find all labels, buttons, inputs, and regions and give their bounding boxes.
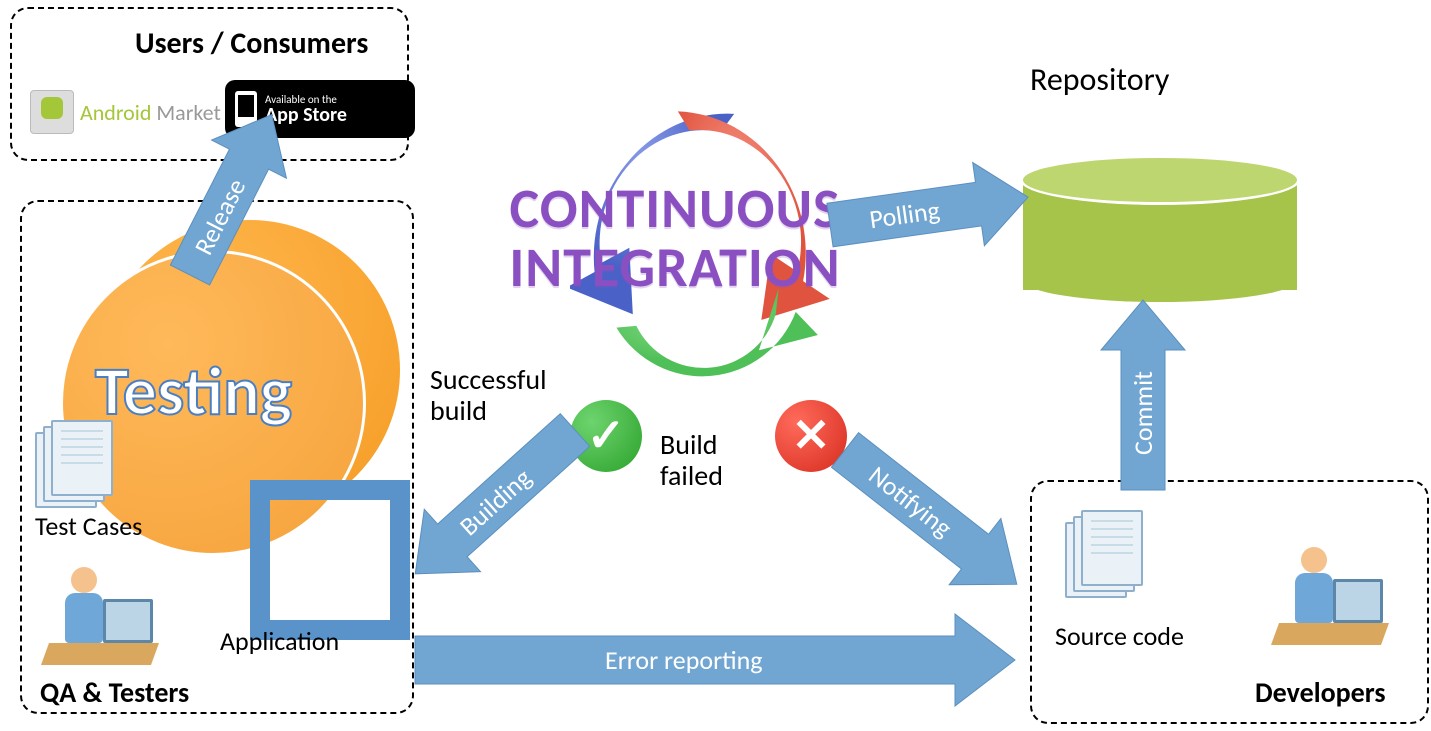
svg-text:Commit: Commit (1127, 371, 1159, 455)
users-title: Users / Consumers (135, 25, 368, 62)
source-code-docs-icon (1065, 510, 1135, 590)
market-word: Market (156, 99, 221, 126)
android-market-badge: Android Market (30, 90, 221, 134)
android-market-text: Android Market (80, 99, 221, 126)
appstore-big: App Store (265, 105, 347, 125)
application-icon (250, 480, 410, 640)
diagram-stage: CONTINUOUS INTEGRATION Users / Consumers… (0, 0, 1431, 731)
developer-person-icon (1275, 535, 1385, 645)
arrow-commit: Commit (1101, 300, 1185, 490)
svg-text:Notifying: Notifying (863, 459, 959, 544)
ci-title-line2: INTEGRATION (509, 234, 840, 302)
test-cases-label: Test Cases (35, 510, 142, 542)
arrow-error-reporting: Error reporting (415, 614, 1015, 706)
developers-title: Developers (1255, 675, 1386, 710)
qa-person-icon (45, 555, 155, 665)
fail-icon (775, 400, 847, 472)
svg-text:Error reporting: Error reporting (605, 644, 763, 676)
arrow-notifying: Notifying (819, 417, 1043, 617)
success-icon (570, 400, 642, 472)
svg-text:Building: Building (453, 461, 538, 542)
test-cases-docs-icon (35, 420, 105, 500)
android-bag-icon (30, 90, 74, 134)
fail-label: Buildfailed (660, 430, 723, 492)
android-word: Android (80, 99, 151, 126)
repository-label: Repository (1030, 60, 1169, 99)
appstore-text: Available on the App Store (265, 94, 347, 125)
application-label: Application (220, 625, 339, 657)
source-code-label: Source code (1055, 620, 1184, 652)
ci-title-line1: CONTINUOUS (510, 175, 841, 243)
repository-icon (1020, 155, 1300, 305)
qa-title: QA & Testers (40, 675, 189, 710)
iphone-icon (235, 91, 257, 127)
success-label: Successfulbuild (430, 365, 547, 427)
appstore-badge: Available on the App Store (225, 80, 415, 138)
testing-label: Testing (95, 350, 292, 433)
ci-title: CONTINUOUS INTEGRATION (450, 180, 900, 298)
